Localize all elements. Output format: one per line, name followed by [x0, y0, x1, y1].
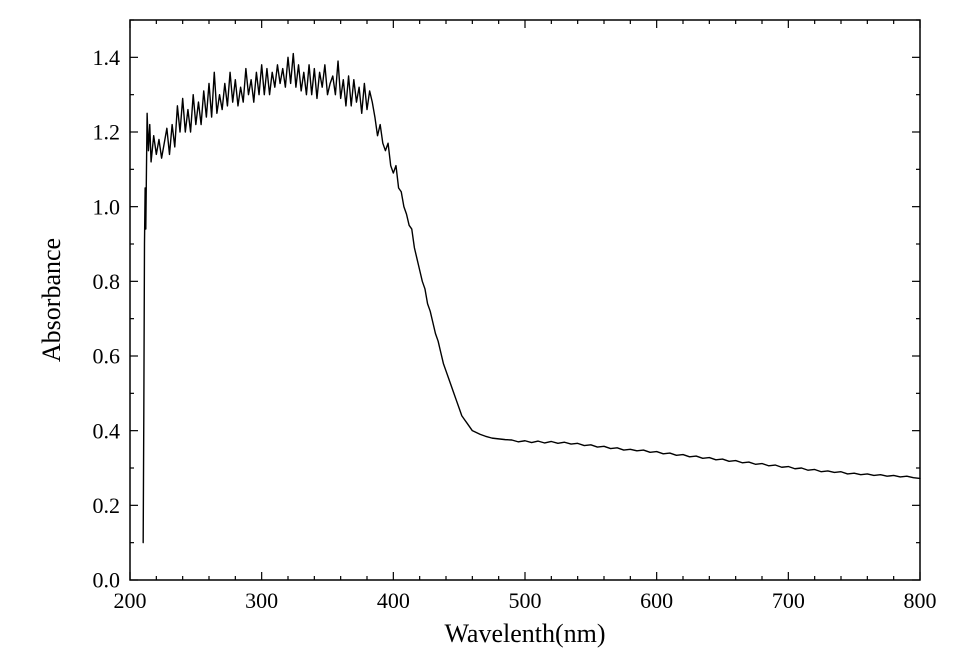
x-axis-label: Wavelenth(nm) — [444, 619, 605, 648]
y-tick-label: 0.8 — [93, 269, 121, 294]
y-axis-label: Absorbance — [37, 238, 66, 362]
y-tick-label: 0.2 — [93, 493, 121, 518]
y-tick-label: 0.6 — [93, 344, 121, 369]
y-tick-label: 0.4 — [93, 418, 121, 443]
x-tick-label: 800 — [904, 588, 937, 613]
x-tick-label: 600 — [640, 588, 673, 613]
x-tick-label: 500 — [509, 588, 542, 613]
y-tick-label: 0.0 — [93, 568, 121, 593]
absorbance-chart: 200300400500600700800Wavelenth(nm)0.00.2… — [0, 0, 976, 664]
x-tick-label: 400 — [377, 588, 410, 613]
x-tick-label: 700 — [772, 588, 805, 613]
y-tick-label: 1.2 — [93, 120, 121, 145]
y-tick-label: 1.4 — [93, 45, 121, 70]
y-tick-label: 1.0 — [93, 194, 121, 219]
x-tick-label: 300 — [245, 588, 278, 613]
